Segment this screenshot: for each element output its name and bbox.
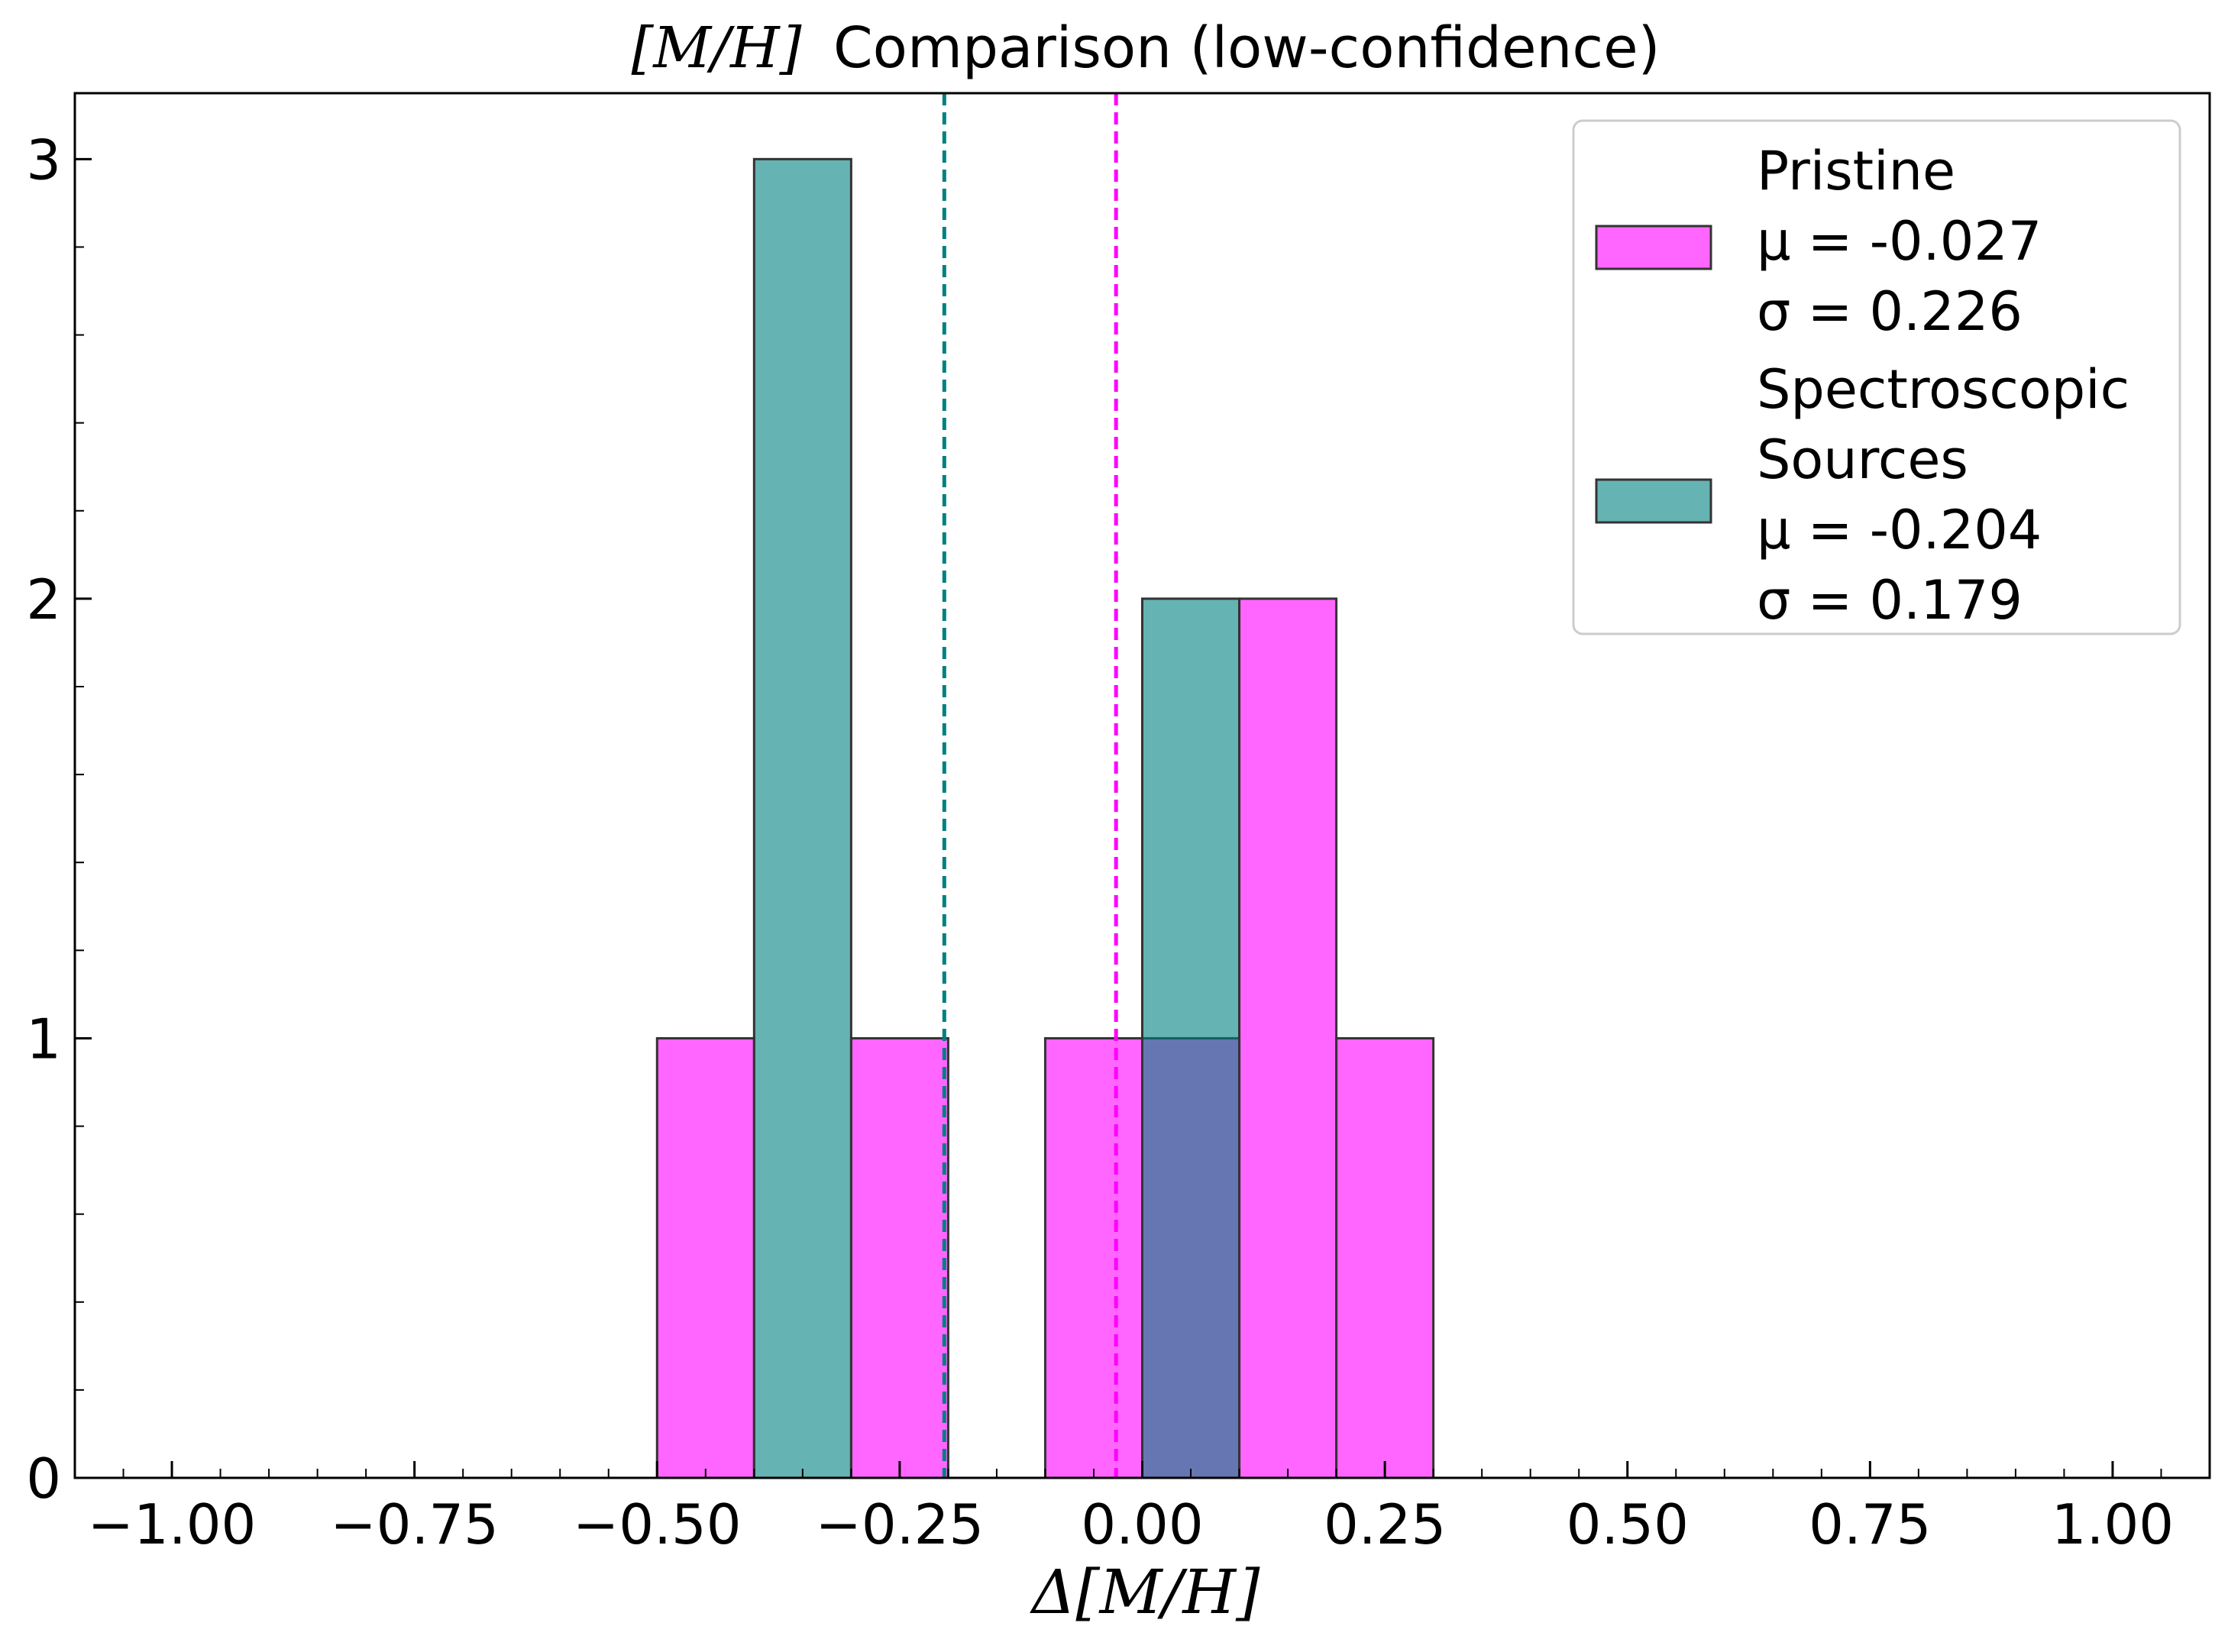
x-tick-label: 0.00 bbox=[1081, 1492, 1203, 1557]
legend-box bbox=[1572, 119, 2181, 635]
x-tick-label: 0.25 bbox=[1324, 1492, 1446, 1557]
bar-pristine-1 bbox=[849, 1036, 949, 1479]
bar-pristine-0 bbox=[655, 1036, 755, 1479]
x-tick-label: 1.00 bbox=[2052, 1492, 2174, 1557]
y-tick-label: 3 bbox=[26, 128, 61, 192]
bar-spectroscopic-0 bbox=[752, 157, 852, 1479]
legend-label-line: μ = -0.027 bbox=[1757, 210, 2042, 273]
x-tick-label: −0.75 bbox=[330, 1492, 499, 1557]
legend-label-line: Sources bbox=[1757, 428, 1968, 491]
x-axis-ticks: −1.00 −0.75 −0.50 −0.25 0.00 0.25 0.50 0.75 1.00 bbox=[88, 1461, 2174, 1557]
x-axis-label: Δ[M/H] bbox=[1030, 1557, 1261, 1628]
x-tick-label: 0.75 bbox=[1809, 1492, 1931, 1557]
y-tick-label: 2 bbox=[26, 567, 61, 632]
bar-pristine-5 bbox=[1335, 1036, 1435, 1479]
x-tick-label: −0.50 bbox=[573, 1492, 742, 1557]
legend-label-line: Pristine bbox=[1757, 140, 1955, 202]
bar-pristine-4 bbox=[1238, 597, 1338, 1479]
y-tick-label: 1 bbox=[26, 1007, 61, 1071]
legend-swatch-spectroscopic bbox=[1595, 478, 1712, 524]
bar-spectroscopic-1 bbox=[1141, 597, 1241, 1479]
legend-swatch-pristine bbox=[1595, 225, 1712, 270]
x-tick-label: 0.50 bbox=[1567, 1492, 1689, 1557]
y-tick-label: 0 bbox=[26, 1447, 61, 1511]
legend: Pristine μ = -0.027 σ = 0.226 Spectroscopic… bbox=[1572, 119, 2181, 635]
legend-label-line: Spectroscopic bbox=[1757, 358, 2129, 421]
chart-title-math: [M/H] bbox=[632, 15, 802, 81]
x-tick-label: −0.25 bbox=[816, 1492, 985, 1557]
y-axis-ticks: 0 1 2 3 bbox=[26, 128, 92, 1511]
bar-pristine-2 bbox=[1043, 1036, 1144, 1479]
legend-label-line: σ = 0.226 bbox=[1757, 280, 2023, 343]
x-tick-label: −1.00 bbox=[88, 1492, 257, 1557]
legend-label-line: μ = -0.204 bbox=[1757, 499, 2042, 561]
chart-title: [M/H] Comparison (low-confidence) bbox=[632, 15, 1660, 81]
legend-label-line: σ = 0.179 bbox=[1757, 569, 2023, 632]
histogram-bars bbox=[655, 157, 1435, 1479]
mean-lines bbox=[942, 93, 1118, 1478]
chart-title-text: Comparison (low-confidence) bbox=[833, 15, 1660, 81]
